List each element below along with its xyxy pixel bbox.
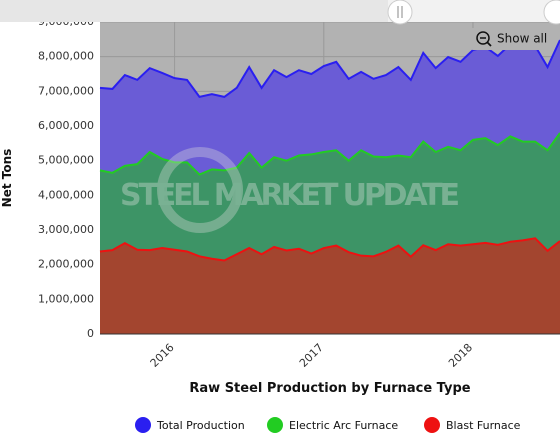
areas: [99, 39, 560, 334]
y-tick-label: 3,000,000: [38, 223, 94, 236]
y-tick-label: 7,000,000: [38, 84, 94, 97]
y-tick-label: 2,000,000: [38, 258, 94, 271]
zoom-icon: [476, 31, 490, 45]
y-tick-label: 5,000,000: [38, 154, 94, 167]
y-tick-label: 8,000,000: [38, 50, 94, 63]
legend-label[interactable]: Electric Arc Furnace: [289, 419, 398, 432]
y-tick-label: 0: [87, 327, 94, 340]
navigator-handle[interactable]: [543, 0, 560, 25]
legend-label[interactable]: Total Production: [156, 419, 245, 432]
area-line: [99, 132, 560, 176]
x-tick-label: 2018: [446, 341, 475, 370]
watermark-logo: [157, 147, 243, 233]
x-axis-title: Raw Steel Production by Furnace Type: [189, 381, 470, 396]
legend-marker[interactable]: [267, 417, 283, 433]
legend-marker[interactable]: [135, 417, 151, 433]
y-tick-label: 6,000,000: [38, 119, 94, 132]
legend-marker[interactable]: [424, 417, 440, 433]
legend: Total Production Electric Arc Furnace Blas…: [135, 417, 521, 433]
legend-label[interactable]: Blast Furnace: [446, 419, 521, 432]
x-tick-label: 2016: [148, 341, 177, 370]
navigator-handle[interactable]: [387, 0, 413, 25]
y-tick-label: 1,000,000: [38, 292, 94, 305]
button-label[interactable]: Show all: [497, 32, 547, 46]
watermark-text: STEEL MARKET UPDATE: [120, 178, 460, 213]
x-tick-label: 2017: [297, 341, 326, 370]
navigator-selection[interactable]: [388, 0, 560, 22]
zoom-icon: [486, 41, 492, 47]
area-line: [99, 237, 560, 262]
y-tick-label: 4,000,000: [38, 188, 94, 201]
show-all-button[interactable]: Show all: [470, 28, 552, 50]
area-fill: [100, 238, 560, 334]
y-axis-title: Net Tons: [0, 149, 14, 208]
watermark: STEEL MARKET UPDATE: [120, 147, 460, 233]
